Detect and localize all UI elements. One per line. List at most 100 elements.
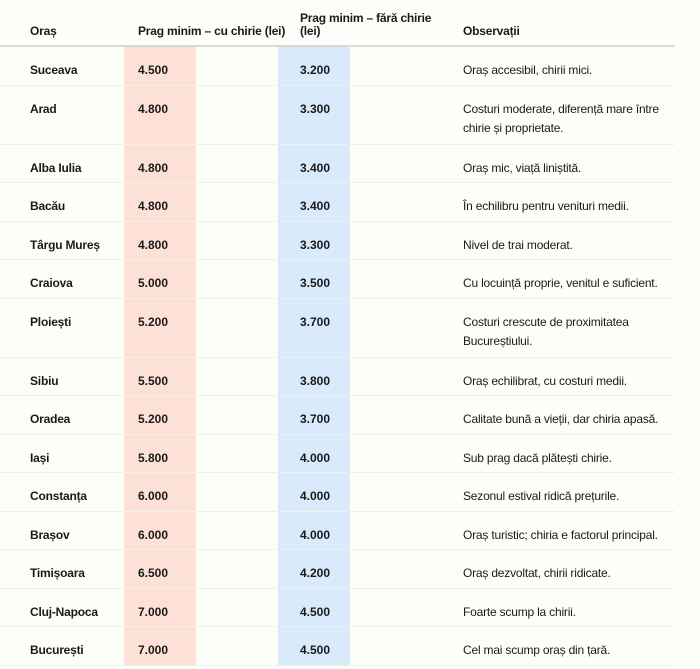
- spacer: [196, 550, 278, 588]
- spacer: [196, 183, 278, 221]
- city-cell: Craiova: [30, 276, 73, 290]
- with-rent-cell: 4.500: [124, 47, 196, 85]
- notes-cell: Cel mai scump oraș din țară.: [463, 643, 611, 657]
- table-row: Oradea 5.200 3.700 Calitate bună a vieții, …: [0, 396, 675, 435]
- without-rent-cell: 3.500: [278, 260, 350, 298]
- spacer: [350, 358, 463, 396]
- table-row: Brașov 6.000 4.000 Oraș turistic; chiria e …: [0, 511, 675, 550]
- table-row: Târgu Mureș 4.800 3.300 Nivel de trai moder…: [0, 221, 675, 260]
- notes-cell: Oraș dezvoltat, chirii ridicate.: [463, 566, 611, 580]
- spacer: [350, 550, 463, 588]
- with-rent-cell: 4.800: [124, 85, 196, 144]
- notes-cell: Sub prag dacă plătești chirie.: [463, 450, 612, 465]
- header-without-rent: Prag minim – fără chirie (lei): [300, 11, 432, 38]
- without-rent-cell: 3.700: [278, 396, 350, 434]
- city-cell: Brașov: [30, 527, 70, 542]
- notes-cell: Costuri moderate, diferență mare între c…: [463, 101, 659, 135]
- header-with-rent: Prag minim – cu chirie (lei): [138, 24, 286, 38]
- spacer: [350, 260, 463, 298]
- with-rent-cell: 6.000: [124, 511, 196, 549]
- spacer: [196, 627, 278, 665]
- city-cell: Arad: [30, 101, 57, 116]
- table-row: Ploiești 5.200 3.700 Costuri crescute de pr…: [0, 298, 675, 358]
- spacer: [196, 473, 278, 511]
- notes-cell: Sezonul estival ridică prețurile.: [463, 489, 620, 503]
- spacer: [196, 145, 278, 183]
- without-rent-cell: 3.400: [278, 144, 350, 182]
- without-rent-cell: 3.400: [278, 183, 350, 221]
- table-row: Suceava 4.500 3.200 Oraș accesibil, chirii …: [0, 47, 675, 86]
- spacer: [196, 299, 278, 357]
- without-rent-cell: 4.200: [278, 550, 350, 588]
- without-rent-cell: 3.800: [278, 357, 350, 395]
- spacer: [196, 260, 278, 298]
- spacer: [350, 589, 463, 627]
- city-cell: Timișoara: [30, 566, 85, 580]
- table-row: Constanța 6.000 4.000 Sezonul estival ridic…: [0, 473, 675, 512]
- with-rent-cell: 4.800: [124, 183, 196, 221]
- spacer: [350, 86, 463, 144]
- table-row: Timișoara 6.500 4.200 Oraș dezvoltat, chiri…: [0, 550, 675, 589]
- city-cell: Constanța: [30, 489, 87, 503]
- spacer: [350, 47, 463, 85]
- spacer: [350, 512, 463, 550]
- city-cell: Oradea: [30, 412, 71, 426]
- notes-cell: Oraș turistic; chiria e factorul princip…: [463, 527, 658, 542]
- city-cell: București: [30, 643, 84, 657]
- without-rent-cell: 4.500: [278, 588, 350, 626]
- income-threshold-table: Oraș Prag minim – cu chirie (lei) Prag m…: [0, 0, 675, 666]
- spacer: [350, 222, 463, 260]
- spacer: [350, 473, 463, 511]
- with-rent-cell: 7.000: [124, 627, 196, 665]
- with-rent-cell: 7.000: [124, 588, 196, 626]
- spacer: [196, 86, 278, 144]
- without-rent-cell: 4.000: [278, 434, 350, 472]
- notes-cell: Calitate bună a vieții, dar chiria apasă…: [463, 412, 659, 426]
- spacer: [350, 145, 463, 183]
- table-row: Craiova 5.000 3.500 Cu locuință proprie, ve…: [0, 260, 675, 299]
- with-rent-cell: 6.500: [124, 550, 196, 588]
- notes-cell: Oraș mic, viață liniștită.: [463, 160, 582, 175]
- with-rent-cell: 5.500: [124, 357, 196, 395]
- spacer: [350, 183, 463, 221]
- city-cell: Târgu Mureș: [30, 237, 100, 252]
- spacer: [350, 396, 463, 434]
- city-cell: Sibiu: [30, 373, 59, 388]
- city-cell: Alba Iulia: [30, 160, 82, 175]
- notes-cell: Oraș echilibrat, cu costuri medii.: [463, 373, 627, 388]
- city-cell: Iași: [30, 450, 50, 465]
- table-row: București 7.000 4.500 Cel mai scump oraș di…: [0, 627, 675, 666]
- table-header: Oraș Prag minim – cu chirie (lei) Prag m…: [0, 0, 675, 47]
- spacer: [196, 396, 278, 434]
- table-row: Iași 5.800 4.000 Sub prag dacă plătești chi…: [0, 434, 675, 473]
- with-rent-cell: 6.000: [124, 473, 196, 511]
- notes-cell: Nivel de trai moderat.: [463, 237, 573, 252]
- without-rent-cell: 4.000: [278, 511, 350, 549]
- notes-cell: Costuri crescute de proximitatea Bucureș…: [463, 314, 629, 348]
- city-cell: Ploiești: [30, 314, 72, 329]
- table-body: Suceava 4.500 3.200 Oraș accesibil, chirii …: [0, 47, 675, 666]
- without-rent-cell: 3.300: [278, 221, 350, 259]
- with-rent-cell: 5.800: [124, 434, 196, 472]
- spacer: [196, 358, 278, 396]
- spacer: [196, 222, 278, 260]
- without-rent-cell: 4.500: [278, 627, 350, 665]
- without-rent-cell: 3.300: [278, 85, 350, 144]
- notes-cell: În echilibru pentru venituri medii.: [463, 199, 629, 213]
- city-cell: Suceava: [30, 63, 78, 77]
- with-rent-cell: 5.200: [124, 298, 196, 357]
- spacer: [196, 589, 278, 627]
- table-row: Arad 4.800 3.300 Costuri moderate, diferenț…: [0, 85, 675, 145]
- without-rent-cell: 3.700: [278, 298, 350, 357]
- spacer: [350, 299, 463, 357]
- with-rent-cell: 4.800: [124, 144, 196, 182]
- table-row: Cluj-Napoca 7.000 4.500 Foarte scump la chi…: [0, 588, 675, 627]
- with-rent-cell: 5.200: [124, 396, 196, 434]
- without-rent-cell: 3.200: [278, 47, 350, 85]
- notes-cell: Cu locuință proprie, venitul e suficient…: [463, 276, 658, 290]
- city-cell: Bacău: [30, 199, 66, 213]
- spacer: [350, 627, 463, 665]
- table-row: Bacău 4.800 3.400 În echilibru pentru venit…: [0, 183, 675, 222]
- table-row: Sibiu 5.500 3.800 Oraș echilibrat, cu costu…: [0, 357, 675, 396]
- notes-cell: Foarte scump la chirii.: [463, 604, 576, 619]
